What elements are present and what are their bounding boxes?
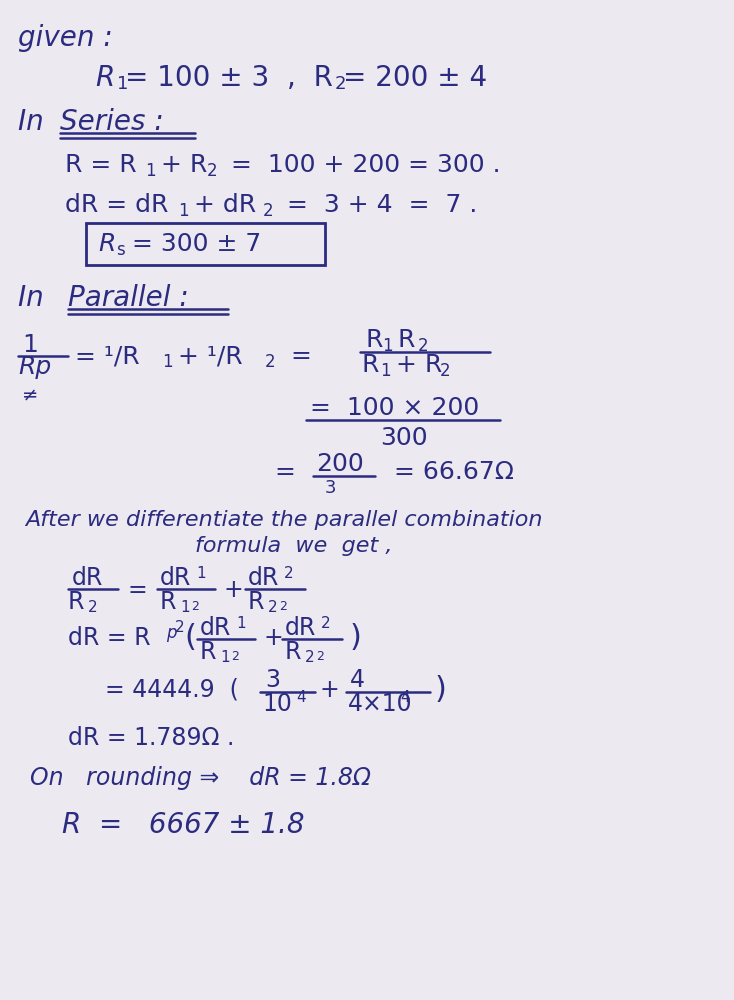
Text: dR: dR bbox=[285, 616, 316, 640]
Text: 2: 2 bbox=[279, 599, 287, 612]
Text: 2: 2 bbox=[268, 600, 277, 615]
Text: 2: 2 bbox=[335, 75, 346, 93]
Text: 1: 1 bbox=[162, 353, 172, 371]
Text: dR = 1.789Ω .: dR = 1.789Ω . bbox=[68, 726, 234, 750]
Text: R: R bbox=[390, 328, 415, 352]
Text: = ¹/R: = ¹/R bbox=[75, 344, 139, 368]
Text: R = R: R = R bbox=[65, 153, 137, 177]
Text: 1: 1 bbox=[178, 202, 189, 220]
Text: R: R bbox=[285, 640, 302, 664]
Text: =  3 + 4  =  7 .: = 3 + 4 = 7 . bbox=[271, 193, 477, 217]
Text: 1: 1 bbox=[196, 566, 206, 580]
Text: + R: + R bbox=[388, 353, 443, 377]
Text: 2: 2 bbox=[207, 162, 217, 180]
Text: 1: 1 bbox=[180, 600, 189, 615]
Text: =: = bbox=[275, 344, 312, 368]
Text: = 300 ± 7: = 300 ± 7 bbox=[124, 232, 261, 256]
Text: R: R bbox=[160, 590, 176, 614]
Text: dR: dR bbox=[200, 616, 231, 640]
Text: (: ( bbox=[184, 624, 196, 652]
Text: After we differentiate the parallel combination: After we differentiate the parallel comb… bbox=[25, 510, 542, 530]
Text: =: = bbox=[275, 460, 312, 484]
Text: 300: 300 bbox=[380, 426, 428, 450]
Text: 200: 200 bbox=[316, 452, 364, 476]
Text: p: p bbox=[166, 624, 176, 642]
Text: Rp: Rp bbox=[18, 355, 51, 379]
Text: 3: 3 bbox=[265, 668, 280, 692]
Text: 1: 1 bbox=[382, 337, 393, 355]
Text: In: In bbox=[18, 108, 62, 136]
Text: + R: + R bbox=[153, 153, 207, 177]
Text: + dR: + dR bbox=[186, 193, 256, 217]
Text: 1: 1 bbox=[117, 75, 128, 93]
Text: formula  we  get ,: formula we get , bbox=[195, 536, 393, 556]
Text: +: + bbox=[263, 626, 283, 650]
Text: R: R bbox=[95, 64, 115, 92]
Text: 3: 3 bbox=[325, 479, 336, 497]
Text: 10: 10 bbox=[262, 692, 292, 716]
Text: = 100 ± 3  ,  R: = 100 ± 3 , R bbox=[125, 64, 333, 92]
Text: =  100 × 200: = 100 × 200 bbox=[310, 396, 479, 420]
Text: 1: 1 bbox=[145, 162, 156, 180]
Text: s: s bbox=[116, 241, 125, 259]
Text: 2: 2 bbox=[191, 599, 199, 612]
Text: 1: 1 bbox=[380, 362, 390, 380]
Text: 4: 4 bbox=[296, 690, 305, 706]
Text: dR = dR: dR = dR bbox=[65, 193, 168, 217]
Text: R: R bbox=[362, 353, 379, 377]
Text: 2: 2 bbox=[231, 650, 239, 662]
Text: In: In bbox=[18, 284, 70, 312]
Text: 2: 2 bbox=[305, 650, 315, 666]
Text: R: R bbox=[248, 590, 264, 614]
Text: 2: 2 bbox=[265, 353, 276, 371]
Text: R: R bbox=[68, 590, 84, 614]
Text: 2: 2 bbox=[418, 337, 429, 355]
Text: 2: 2 bbox=[263, 202, 274, 220]
Text: dR: dR bbox=[248, 566, 280, 590]
Text: = 200 ± 4: = 200 ± 4 bbox=[343, 64, 487, 92]
Text: 1: 1 bbox=[220, 650, 230, 666]
Text: R: R bbox=[200, 640, 217, 664]
Text: R: R bbox=[98, 232, 115, 256]
Text: ): ) bbox=[435, 676, 447, 704]
Text: = 4444.9  (: = 4444.9 ( bbox=[105, 678, 239, 702]
Text: R  =   6667 ± 1.8: R = 6667 ± 1.8 bbox=[62, 811, 305, 839]
Text: 4: 4 bbox=[400, 690, 410, 706]
Text: 2: 2 bbox=[88, 600, 98, 615]
Text: 1: 1 bbox=[236, 615, 246, 631]
Text: Series :: Series : bbox=[60, 108, 164, 136]
Text: + ¹/R: + ¹/R bbox=[170, 344, 243, 368]
Text: =: = bbox=[128, 578, 148, 602]
Text: Parallel :: Parallel : bbox=[68, 284, 189, 312]
Text: 2: 2 bbox=[440, 362, 451, 380]
Text: 2: 2 bbox=[321, 615, 330, 631]
Text: On   rounding ⇒    dR = 1.8Ω: On rounding ⇒ dR = 1.8Ω bbox=[30, 766, 371, 790]
Text: +: + bbox=[320, 678, 340, 702]
Text: ≠: ≠ bbox=[22, 385, 38, 404]
Text: 2: 2 bbox=[175, 620, 185, 636]
Text: 4: 4 bbox=[350, 668, 365, 692]
Text: =  100 + 200 = 300 .: = 100 + 200 = 300 . bbox=[215, 153, 501, 177]
Text: 2: 2 bbox=[284, 566, 294, 580]
Text: +: + bbox=[223, 578, 243, 602]
Text: = 66.67Ω: = 66.67Ω bbox=[378, 460, 514, 484]
Text: 2: 2 bbox=[316, 650, 324, 662]
Text: ): ) bbox=[350, 624, 362, 652]
Text: dR: dR bbox=[160, 566, 192, 590]
Text: 1: 1 bbox=[22, 333, 38, 357]
Text: 4×10: 4×10 bbox=[348, 692, 413, 716]
Text: given :: given : bbox=[18, 24, 113, 52]
Text: dR = R: dR = R bbox=[68, 626, 150, 650]
Text: dR: dR bbox=[72, 566, 103, 590]
Text: R: R bbox=[365, 328, 382, 352]
